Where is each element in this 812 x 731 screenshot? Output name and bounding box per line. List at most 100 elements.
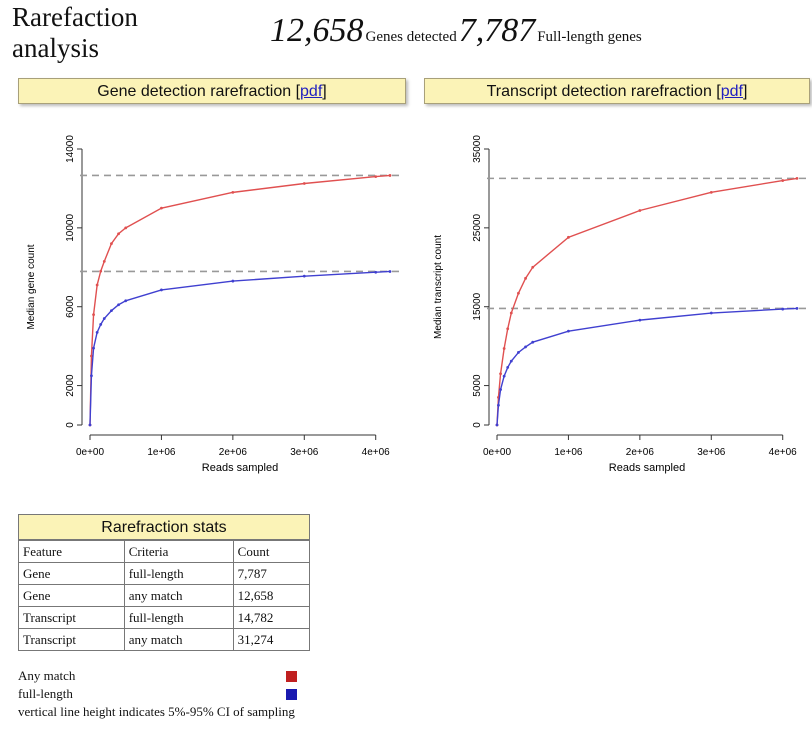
legend: Any match full-length vertical line heig…: [18, 668, 298, 722]
table-cell: any match: [123, 628, 234, 651]
series-line: [496, 307, 798, 426]
table-cell: Transcript: [18, 628, 125, 651]
x-tick-label: 0e+00: [483, 447, 512, 458]
table-cell: 12,658: [232, 584, 311, 607]
y-tick-label: 0: [65, 422, 76, 428]
data-point: [88, 423, 92, 427]
data-point: [110, 242, 113, 246]
data-point: [231, 190, 235, 194]
x-tick-label: 1e+06: [554, 447, 583, 458]
data-point: [95, 283, 99, 287]
full-length-value: 7,787: [458, 12, 536, 49]
table-row: Transcript full-length 14,782: [18, 606, 311, 629]
table-cell: 31,274: [232, 628, 311, 651]
data-point: [302, 274, 306, 278]
column-header: Count: [232, 540, 311, 563]
data-point: [524, 276, 527, 280]
legend-label: Any match: [18, 668, 76, 683]
x-tick-label: 0e+00: [76, 447, 105, 458]
data-point: [231, 279, 235, 283]
y-tick-label: 14000: [65, 135, 76, 163]
transcript-panel-title: Transcript detection rarefraction [: [486, 83, 721, 100]
table-cell: Transcript: [18, 606, 125, 629]
full-length-label: Full-length genes: [537, 29, 642, 45]
table-row: Gene full-length 7,787: [18, 562, 311, 585]
y-tick-label: 15000: [472, 292, 483, 320]
table-cell: 14,782: [232, 606, 311, 629]
data-point: [531, 340, 535, 344]
x-tick-label: 4e+06: [362, 447, 391, 458]
data-point: [709, 311, 713, 315]
data-point: [502, 374, 506, 378]
data-point: [388, 270, 392, 273]
x-axis-label: Reads sampled: [609, 462, 685, 474]
x-tick-label: 3e+06: [290, 447, 319, 458]
data-point: [110, 309, 113, 313]
any-match-swatch: [286, 671, 297, 682]
series-line: [89, 270, 391, 426]
y-tick-label: 35000: [472, 135, 483, 163]
column-header: Feature: [18, 540, 125, 563]
y-axis-label: Median gene count: [26, 244, 37, 329]
genes-detected-value: 12,658: [270, 12, 364, 49]
data-point: [99, 269, 103, 273]
gene-rarefaction-chart: 0 2000 6000 10000 14000 0e+00 1e+06 2e+06 3e+06 4…: [26, 135, 402, 474]
legend-item-full-length: full-length: [18, 686, 298, 704]
data-point: [781, 307, 785, 311]
data-point: [506, 327, 510, 331]
data-point: [567, 329, 570, 333]
x-tick-label: 1e+06: [147, 447, 176, 458]
transcript-rarefaction-chart: 0 5000 15000 25000 35000 0e+00 1e+06 2e+06 3e+06…: [433, 135, 809, 474]
stats-table-title: Rarefraction stats: [18, 514, 310, 540]
transcript-panel-header: Transcript detection rarefraction [pdf]: [424, 78, 810, 104]
y-tick-label: 25000: [472, 214, 483, 242]
data-point: [795, 176, 799, 180]
table-cell: full-length: [123, 562, 234, 585]
y-tick-label: 0: [472, 422, 483, 428]
data-point: [495, 423, 499, 427]
series-line: [496, 177, 798, 426]
data-point: [374, 270, 378, 274]
table-row: Transcript any match 31,274: [18, 628, 311, 651]
data-point: [709, 190, 713, 194]
data-point: [509, 359, 513, 363]
table-cell: any match: [123, 584, 234, 607]
y-axis-label: Median transcript count: [433, 235, 444, 339]
rarefaction-stats-table: Rarefraction stats Feature Criteria Coun…: [18, 514, 311, 651]
gene-panel-title: Gene detection rarefraction [: [97, 83, 301, 100]
data-point: [517, 351, 520, 354]
x-tick-label: 2e+06: [219, 447, 248, 458]
table-cell: full-length: [123, 606, 234, 629]
full-length-swatch: [286, 689, 297, 700]
data-point: [160, 206, 163, 210]
data-point: [502, 347, 506, 350]
data-point: [374, 175, 378, 178]
y-tick-label: 10000: [65, 214, 76, 242]
data-point: [102, 259, 106, 263]
data-point: [567, 235, 570, 239]
x-tick-label: 4e+06: [769, 447, 798, 458]
data-point: [388, 174, 392, 177]
data-point: [92, 346, 95, 350]
transcript-pdf-link[interactable]: pdf: [720, 83, 743, 100]
legend-item-any-match: Any match: [18, 668, 298, 686]
data-point: [781, 179, 785, 182]
data-point: [499, 372, 502, 376]
data-point: [638, 318, 642, 322]
table-cell: 7,787: [232, 562, 311, 585]
x-tick-label: 2e+06: [626, 447, 655, 458]
legend-label: full-length: [18, 686, 73, 701]
data-point: [102, 317, 106, 320]
data-point: [524, 345, 527, 349]
table-cell: Gene: [18, 584, 125, 607]
data-point: [92, 313, 95, 316]
data-point: [499, 388, 502, 391]
y-tick-label: 6000: [65, 295, 76, 318]
y-tick-label: 5000: [472, 374, 483, 397]
legend-note-text: vertical line height indicates 5%-95% CI…: [18, 704, 295, 719]
data-point: [117, 232, 120, 236]
data-point: [517, 291, 520, 295]
table-cell: Gene: [18, 562, 125, 585]
gene-pdf-link[interactable]: pdf: [300, 83, 323, 100]
data-point: [506, 366, 510, 369]
